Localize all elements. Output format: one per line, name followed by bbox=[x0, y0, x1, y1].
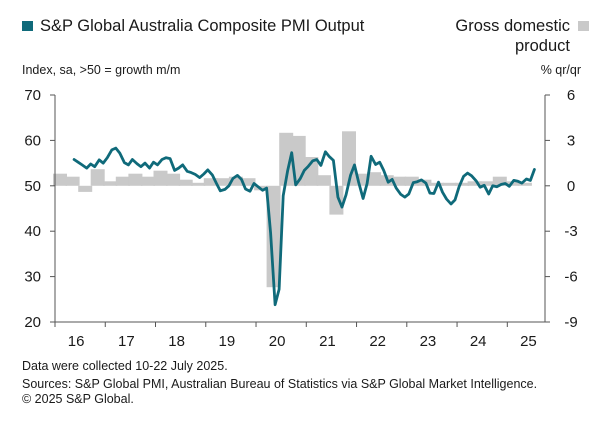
gdp-bar bbox=[455, 182, 470, 186]
gdp-bar bbox=[392, 176, 407, 186]
x-tick-label: 25 bbox=[520, 333, 537, 350]
gdp-bar bbox=[442, 182, 457, 186]
right-tick-label: 6 bbox=[567, 87, 575, 104]
gdp-legend-swatch bbox=[578, 21, 589, 31]
x-tick-label: 24 bbox=[470, 333, 487, 350]
gdp-bar bbox=[191, 182, 206, 186]
right-tick-label: -3 bbox=[564, 223, 577, 240]
gdp-bar bbox=[53, 173, 67, 186]
left-tick-label: 30 bbox=[24, 269, 41, 286]
gdp-bar bbox=[329, 185, 344, 215]
gdp-bar bbox=[216, 178, 231, 186]
x-tick-label: 19 bbox=[219, 333, 236, 350]
right-axis-unit: % qr/qr bbox=[540, 63, 581, 77]
gdp-bar bbox=[480, 181, 495, 186]
gdp-bar bbox=[203, 178, 218, 186]
right-tick-label: -9 bbox=[564, 314, 577, 331]
pmi-legend-label: S&P Global Australia Composite PMI Outpu… bbox=[40, 17, 365, 35]
gdp-bar bbox=[90, 169, 105, 186]
x-tick-label: 20 bbox=[269, 333, 286, 350]
gdp-bar bbox=[141, 176, 155, 186]
gdp-bar bbox=[279, 132, 294, 186]
left-axis-unit: Index, sa, >50 = growth m/m bbox=[22, 63, 181, 77]
footnote-collection: Data were collected 10-22 July 2025. bbox=[22, 359, 228, 373]
pmi-legend-swatch bbox=[22, 21, 33, 31]
x-tick-label: 23 bbox=[420, 333, 437, 350]
legend-gdp: Gross domestic product bbox=[430, 16, 589, 56]
left-tick-label: 50 bbox=[24, 178, 41, 195]
x-tick-label: 18 bbox=[168, 333, 185, 350]
left-tick-label: 40 bbox=[24, 223, 41, 240]
gdp-bar bbox=[128, 173, 143, 186]
gdp-bar bbox=[78, 185, 93, 192]
footnote-copyright: © 2025 S&P Global. bbox=[22, 392, 134, 406]
chart-axes bbox=[50, 94, 550, 327]
footnote-sources: Sources: S&P Global PMI, Australian Bure… bbox=[22, 377, 538, 391]
gdp-bars bbox=[53, 131, 532, 288]
left-tick-label: 60 bbox=[24, 132, 41, 149]
gdp-bar bbox=[178, 179, 193, 186]
right-tick-label: 3 bbox=[567, 132, 575, 149]
gdp-bar bbox=[316, 175, 331, 186]
gdp-bar bbox=[153, 170, 168, 186]
gdp-bar bbox=[65, 176, 80, 186]
gdp-bar bbox=[492, 176, 507, 186]
gdp-bar bbox=[115, 176, 130, 186]
right-tick-label: -6 bbox=[564, 269, 577, 286]
left-tick-label: 20 bbox=[24, 314, 41, 331]
gdp-bar bbox=[304, 157, 319, 186]
gdp-legend-label: Gross domestic product bbox=[455, 17, 570, 55]
x-tick-label: 21 bbox=[319, 333, 336, 350]
x-tick-label: 22 bbox=[369, 333, 386, 350]
gdp-bar bbox=[404, 176, 419, 186]
gdp-bar bbox=[266, 185, 281, 288]
gdp-bar bbox=[367, 172, 382, 186]
x-tick-label: 17 bbox=[118, 333, 135, 350]
pmi-line bbox=[72, 146, 536, 307]
legend-pmi: S&P Global Australia Composite PMI Outpu… bbox=[22, 16, 364, 36]
gdp-bar bbox=[228, 176, 243, 186]
gdp-bar bbox=[517, 182, 532, 186]
x-tick-label: 16 bbox=[68, 333, 85, 350]
gdp-bar bbox=[166, 173, 181, 186]
left-tick-label: 70 bbox=[24, 87, 41, 104]
gdp-bar bbox=[241, 178, 256, 186]
gdp-bar bbox=[467, 181, 482, 186]
right-tick-label: 0 bbox=[567, 178, 575, 195]
gdp-bar bbox=[103, 181, 118, 186]
